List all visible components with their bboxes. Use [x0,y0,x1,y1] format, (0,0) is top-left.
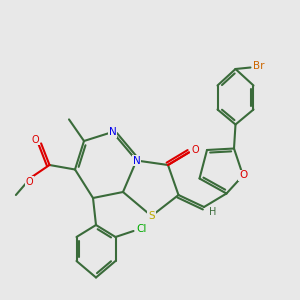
Text: Cl: Cl [137,224,147,235]
Text: Br: Br [253,61,265,71]
Text: N: N [133,155,140,166]
Text: O: O [239,170,247,181]
Text: N: N [109,127,116,137]
Text: O: O [191,145,199,155]
Text: S: S [148,211,155,221]
Text: H: H [209,207,216,218]
Text: O: O [26,177,33,187]
Text: O: O [32,135,40,145]
